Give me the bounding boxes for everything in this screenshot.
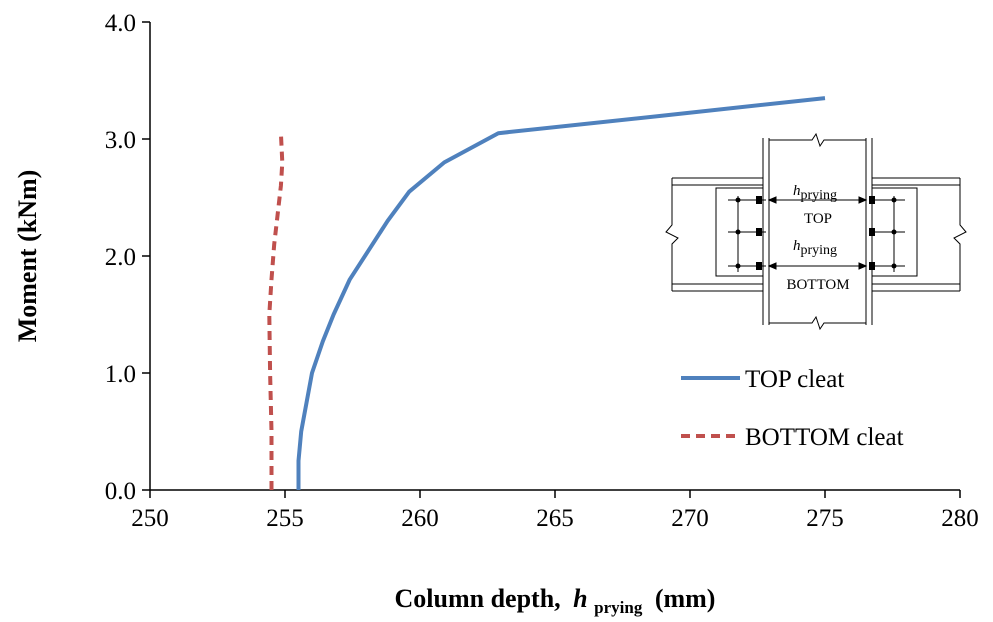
svg-text:hprying: hprying (793, 238, 837, 258)
series-line-bottom-cleat (267, 133, 285, 490)
inset-diagram: hprying TOP hprying BOTTOM (665, 132, 967, 331)
inset-bottom-var: h (793, 238, 801, 254)
x-axis-title-sub: prying (594, 598, 643, 617)
x-tick-label: 270 (671, 505, 709, 532)
x-tick-label: 275 (806, 505, 844, 532)
y-tick-label: 0.0 (105, 478, 136, 505)
x-tick-label: 280 (941, 505, 979, 532)
legend-label: BOTTOM cleat (745, 424, 904, 451)
legend-label: TOP cleat (745, 366, 844, 393)
inset-top-label: TOP (804, 211, 832, 227)
x-tick-label: 265 (536, 505, 574, 532)
y-tick-label: 1.0 (105, 361, 136, 388)
inset-top-var: h (793, 183, 801, 199)
inset-top-sub: prying (801, 188, 838, 203)
x-axis-title-unit: (mm) (655, 584, 716, 613)
x-tick-label: 255 (266, 505, 304, 532)
x-ticks: 250 255 260 265 270 275 280 (131, 490, 979, 532)
x-tick-label: 250 (131, 505, 169, 532)
axes (149, 22, 960, 491)
x-axis-title-var: h (573, 584, 587, 613)
inset-bottom-label: BOTTOM (786, 277, 849, 293)
legend: TOP cleat BOTTOM cleat (681, 366, 904, 451)
x-tick-label: 260 (401, 505, 439, 532)
series-group (267, 96, 826, 490)
svg-text:hprying: hprying (793, 183, 837, 203)
y-tick-label: 4.0 (105, 10, 136, 37)
y-axis-title: Moment (kNm) (13, 170, 42, 343)
y-tick-label: 2.0 (105, 244, 136, 271)
y-tick-label: 3.0 (105, 127, 136, 154)
inset-bottom-sub: prying (801, 243, 838, 258)
series-line-top-cleat (296, 96, 826, 490)
x-axis-title-main: Column depth, (395, 584, 561, 613)
y-ticks: 0.0 1.0 2.0 3.0 4.0 (105, 10, 150, 505)
x-axis-title: Column depth, h prying (mm) (395, 584, 716, 619)
